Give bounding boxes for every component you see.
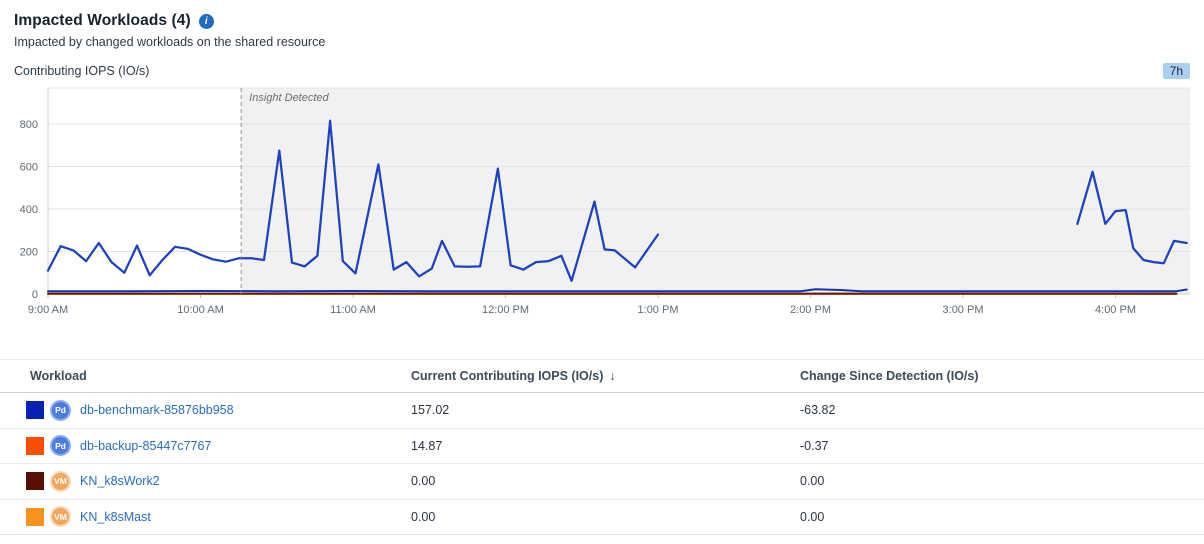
info-icon[interactable]: i [198,13,214,29]
svg-text:0: 0 [32,289,38,301]
current-iops-value: 0.00 [411,509,436,524]
column-header-current-iops[interactable]: Current Contributing IOPS (IO/s) ↓ [411,369,616,383]
vm-icon: VM [50,506,71,528]
impacted-workloads-table: Workload Current Contributing IOPS (IO/s… [0,359,1204,535]
svg-text:3:00 PM: 3:00 PM [943,304,984,316]
svg-text:12:00 PM: 12:00 PM [482,304,529,316]
change-value: 0.00 [800,509,825,524]
vm-icon: VM [50,470,71,492]
pod-icon: Pd [50,399,71,421]
page-title: Impacted Workloads (4) [14,12,191,29]
pod-icon: Pd [50,435,71,457]
workload-link[interactable]: db-backup-85447c7767 [80,438,212,453]
change-value: -0.37 [800,438,829,453]
current-iops-value: 157.02 [411,403,450,418]
change-value: -63.82 [800,403,836,418]
table-row: VM KN_k8sWork2 0.00 0.00 [0,464,1204,500]
metric-label: Contributing IOPS (IO/s) [14,64,150,78]
table-row: Pd db-benchmark-85876bb958 157.02 -63.82 [0,393,1204,429]
column-header-workload[interactable]: Workload [30,369,87,383]
series-color-swatch [26,472,44,491]
current-iops-value: 0.00 [411,474,436,489]
panel-header: Impacted Workloads (4) i Impacted by cha… [0,0,1204,79]
series-color-swatch [26,507,44,526]
iops-line-chart: 0 200 400 600 800 9:00 AM 10:00 AM 11:00 AM 12:0… [20,87,1190,316]
series-color-swatch [26,401,44,420]
svg-text:800: 800 [20,119,38,131]
time-range-badge[interactable]: 7h [1162,63,1190,79]
table-header-row: Workload Current Contributing IOPS (IO/s… [0,359,1204,393]
table-row: VM KN_k8sMast 0.00 0.00 [0,500,1204,535]
svg-text:11:00 AM: 11:00 AM [330,304,376,316]
svg-text:9:00 AM: 9:00 AM [28,304,68,316]
panel-subtitle: Impacted by changed workloads on the sha… [14,35,326,49]
svg-text:600: 600 [20,162,38,174]
sort-desc-icon[interactable]: ↓ [609,369,616,383]
svg-text:400: 400 [20,204,38,216]
current-iops-value: 14.87 [411,438,443,453]
svg-text:1:00 PM: 1:00 PM [638,304,679,316]
workload-link[interactable]: db-benchmark-85876bb958 [80,403,234,418]
svg-text:10:00 AM: 10:00 AM [177,304,223,316]
svg-text:4:00 PM: 4:00 PM [1095,304,1136,316]
change-value: 0.00 [800,474,825,489]
svg-text:Insight Detected: Insight Detected [249,92,329,104]
svg-text:2:00 PM: 2:00 PM [790,304,831,316]
svg-text:200: 200 [20,247,38,259]
workload-link[interactable]: KN_k8sWork2 [80,474,160,489]
column-header-change[interactable]: Change Since Detection (IO/s) [800,369,979,383]
table-row: Pd db-backup-85447c7767 14.87 -0.37 [0,429,1204,464]
series-color-swatch [26,436,44,455]
workload-link[interactable]: KN_k8sMast [80,509,151,524]
